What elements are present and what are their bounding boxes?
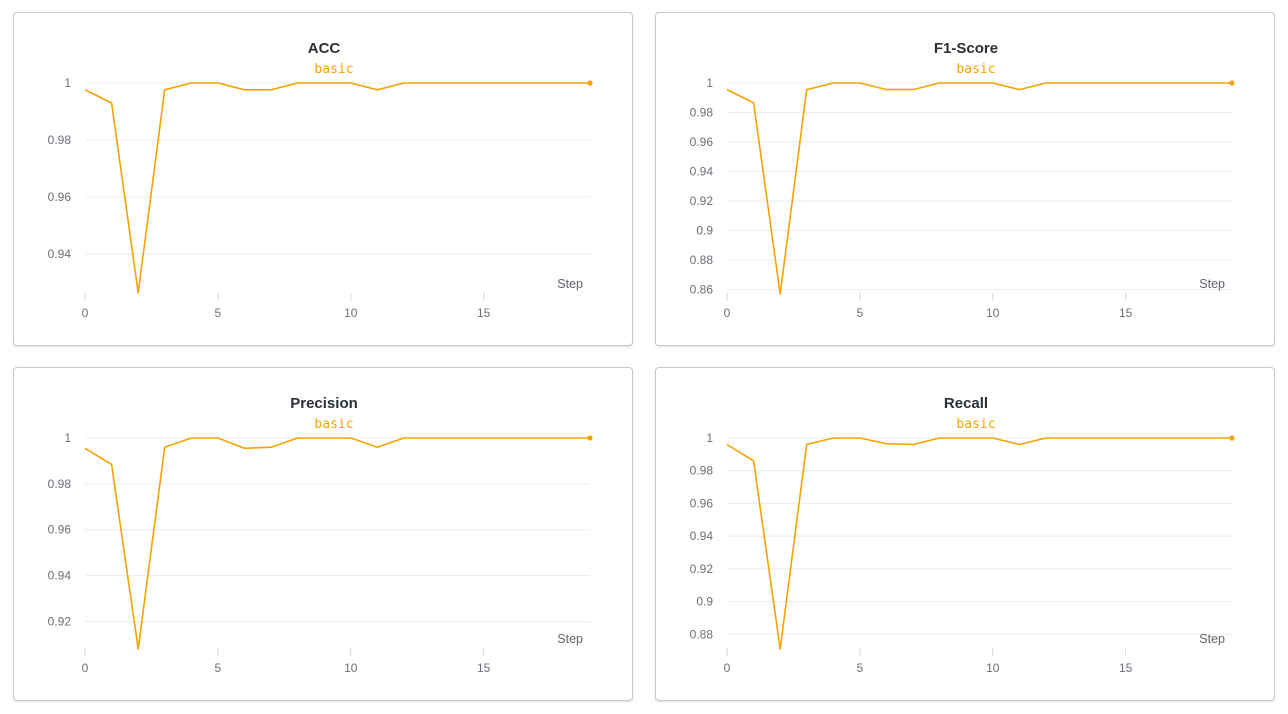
x-tick-label: 10 <box>344 306 358 320</box>
y-tick-label: 0.96 <box>690 135 714 149</box>
y-tick-label: 0.98 <box>690 464 714 478</box>
chart-title: Precision <box>290 395 358 412</box>
x-tick-label: 0 <box>82 661 89 675</box>
x-tick-label: 15 <box>477 306 491 320</box>
x-axis-label: Step <box>557 632 583 646</box>
x-tick-label: 5 <box>857 661 864 675</box>
legend-entry-basic[interactable]: basic <box>956 417 995 432</box>
y-tick-label: 1 <box>64 76 71 90</box>
legend-entry-basic[interactable]: basic <box>314 62 353 77</box>
chart-panel-precision: Precision basic 0.92 0.94 0.96 0.98 1 0 5 10 15 S… <box>13 367 633 701</box>
x-axis-label: Step <box>557 277 583 291</box>
y-tick-label: 1 <box>64 431 71 445</box>
y-tick-label: 0.98 <box>48 477 72 491</box>
x-tick-label: 10 <box>986 661 1000 675</box>
series-line-basic[interactable] <box>84 82 590 294</box>
x-tick-label: 5 <box>857 306 864 320</box>
y-tick-label: 0.98 <box>690 106 714 120</box>
y-tick-label: 0.92 <box>690 194 714 208</box>
y-tick-label: 1 <box>706 76 713 90</box>
y-tick-label: 0.96 <box>48 523 72 537</box>
x-tick-label: 15 <box>477 661 491 675</box>
chart-panel-f1-score: F1-Score basic 0.86 0.88 0.9 0.92 0.94 0.96 0.… <box>655 12 1275 346</box>
y-tick-label: 1 <box>706 431 713 445</box>
x-tick-label: 0 <box>82 306 89 320</box>
x-tick-label: 15 <box>1119 661 1133 675</box>
y-tick-label: 0.98 <box>48 133 72 147</box>
y-tick-label: 0.88 <box>690 627 714 641</box>
x-tick-label: 0 <box>724 306 731 320</box>
x-axis-label: Step <box>1199 277 1225 291</box>
x-tick-label: 15 <box>1119 306 1133 320</box>
x-tick-label: 5 <box>215 661 222 675</box>
x-axis-label: Step <box>1199 632 1225 646</box>
chart-f1-score: F1-Score basic 0.86 0.88 0.9 0.92 0.94 0.96 0.… <box>690 40 1235 320</box>
x-tick-label: 10 <box>986 306 1000 320</box>
legend-entry-basic[interactable]: basic <box>314 417 353 432</box>
series-end-marker <box>1229 80 1235 86</box>
y-tick-label: 0.9 <box>696 224 713 238</box>
series-line-basic[interactable] <box>726 82 1232 295</box>
series-line-basic[interactable] <box>84 437 590 650</box>
y-tick-label: 0.92 <box>690 562 714 576</box>
y-tick-label: 0.86 <box>690 283 714 297</box>
y-tick-label: 0.94 <box>690 165 714 179</box>
series-end-marker <box>1229 435 1235 441</box>
series-line-basic[interactable] <box>726 437 1232 650</box>
y-tick-label: 0.96 <box>48 190 72 204</box>
x-tick-label: 5 <box>215 306 222 320</box>
y-tick-label: 0.88 <box>690 253 714 267</box>
chart-panel-acc: ACC basic 0.94 0.96 0.98 1 0 5 10 15 Step <box>13 12 633 346</box>
legend-entry-basic[interactable]: basic <box>956 62 995 77</box>
y-tick-label: 0.94 <box>48 247 72 261</box>
y-tick-label: 0.9 <box>696 595 713 609</box>
chart-title: ACC <box>308 40 341 57</box>
y-tick-label: 0.96 <box>690 496 714 510</box>
y-tick-label: 0.92 <box>48 614 72 628</box>
series-end-marker <box>587 435 593 441</box>
x-tick-label: 10 <box>344 661 358 675</box>
chart-panel-recall: Recall basic 0.88 0.9 0.92 0.94 0.96 0.98 1 0 5 1… <box>655 367 1275 701</box>
x-tick-label: 0 <box>724 661 731 675</box>
y-tick-label: 0.94 <box>690 529 714 543</box>
series-end-marker <box>587 80 593 86</box>
chart-title: F1-Score <box>934 40 998 57</box>
y-tick-label: 0.94 <box>48 569 72 583</box>
chart-title: Recall <box>944 395 988 412</box>
